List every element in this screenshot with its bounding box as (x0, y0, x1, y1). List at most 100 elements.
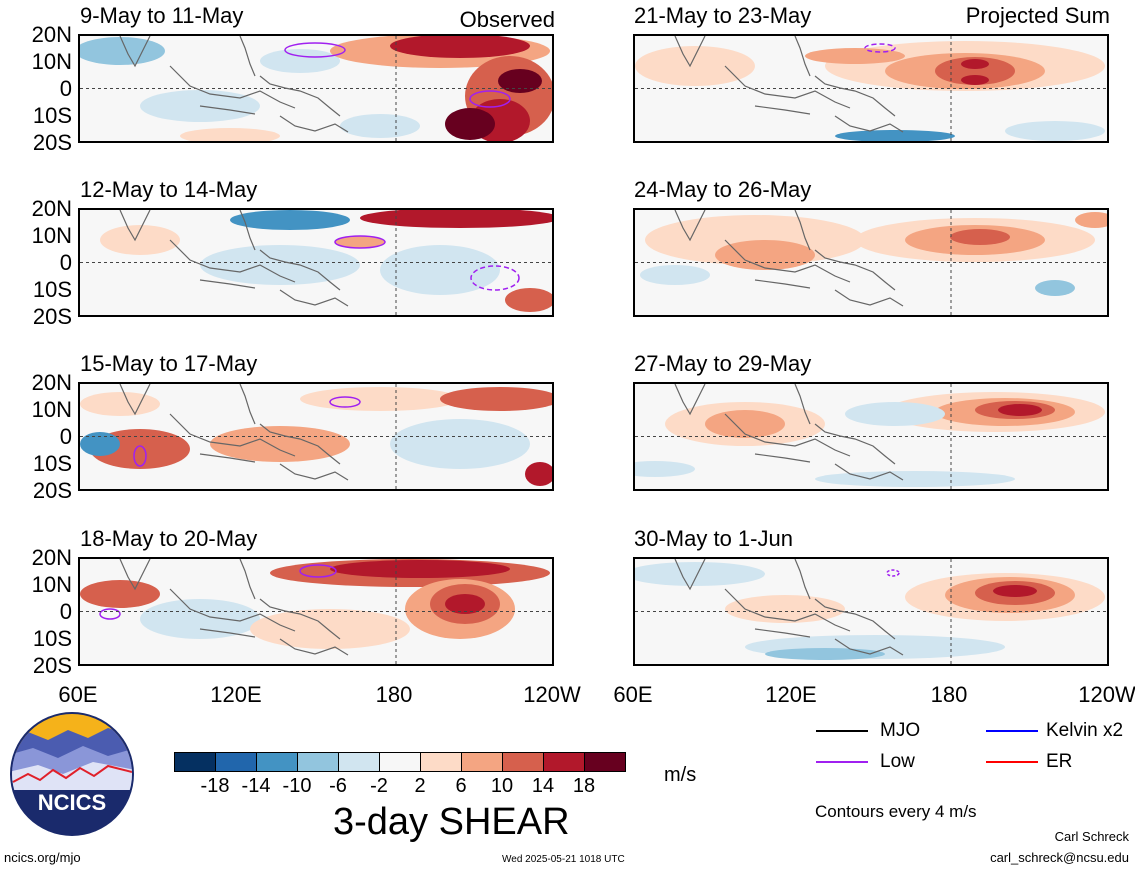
colorbar-tick: 6 (455, 775, 467, 797)
ncics-logo-icon: NCICS (10, 712, 134, 836)
lat-label: 20N (31, 370, 72, 395)
map-panel-1 (78, 34, 554, 143)
lat-label: 0 (59, 599, 72, 624)
lat-label: 0 (59, 250, 72, 275)
lat-label: 10S (32, 277, 72, 302)
ncics-logo: NCICS (8, 710, 136, 838)
colorbar-title: 3-day SHEAR (333, 801, 570, 843)
lat-label: 20N (31, 22, 72, 47)
legend-line-low (816, 761, 868, 763)
colorbar-swatch (215, 752, 257, 772)
contours-note: Contours every 4 m/s (815, 802, 977, 821)
map-panel-2 (78, 208, 554, 317)
colorbar-swatch (379, 752, 421, 772)
lon-label: 120E (210, 682, 262, 707)
coastline (119, 559, 349, 656)
legend-label-er: ER (1046, 751, 1073, 772)
panel-title-6: 24-May to 26-May (634, 177, 812, 202)
shear-field-7 (635, 384, 1107, 489)
lon-label: 60E (613, 682, 653, 707)
shear-field-2 (80, 210, 552, 315)
colorbar-swatch (338, 752, 380, 772)
panel-title-2: 12-May to 14-May (80, 177, 258, 202)
colorbar-tick: -6 (329, 775, 347, 797)
colorbar-tick: -18 (200, 775, 230, 797)
coastline (674, 384, 904, 481)
colorbar-tick: 2 (414, 775, 426, 797)
colorbar-swatch (502, 752, 544, 772)
coastline (119, 210, 349, 307)
map-panel-8 (633, 557, 1109, 666)
coastline (674, 559, 904, 656)
panel-title-7: 27-May to 29-May (634, 351, 812, 376)
footer-timestamp: Wed 2025-05-21 1018 UTC (502, 854, 625, 865)
map-panel-6 (633, 208, 1109, 317)
lat-label: 0 (59, 424, 72, 449)
colorbar-swatch (297, 752, 339, 772)
lon-label: 60E (58, 682, 98, 707)
legend-line-kelvin (986, 730, 1038, 732)
legend-line-mjo (816, 730, 868, 732)
colorbar-tick: 10 (490, 775, 514, 797)
lat-label: 20S (32, 653, 72, 678)
lon-label: 180 (375, 682, 413, 707)
map-panel-7 (633, 382, 1109, 491)
footer-url[interactable]: ncics.org/mjo (4, 850, 81, 865)
map-panel-5 (633, 34, 1109, 143)
shear-field-5 (635, 36, 1107, 141)
lat-label: 10N (31, 397, 72, 422)
footer-author: Carl Schreck (1054, 829, 1129, 844)
colorbar-units: m/s (664, 764, 697, 786)
lat-label: 20S (32, 478, 72, 503)
shear-field-3 (80, 384, 552, 489)
legend-line-er (986, 761, 1038, 763)
observed-label: Observed (459, 7, 555, 32)
lat-label: 10S (32, 626, 72, 651)
coastline (674, 36, 904, 133)
panel-title-3: 15-May to 17-May (80, 351, 258, 376)
lat-label: 10N (31, 49, 72, 74)
colorbar-swatch (174, 752, 216, 772)
lat-label: 10N (31, 223, 72, 248)
colorbar-tick: -10 (282, 775, 312, 797)
lat-label: 20N (31, 196, 72, 221)
footer-email[interactable]: carl_schreck@ncsu.edu (990, 850, 1129, 865)
lat-label: 20S (32, 130, 72, 155)
shear-field-1 (80, 36, 552, 141)
colorbar-swatch (461, 752, 503, 772)
panel-title-4: 18-May to 20-May (80, 526, 258, 551)
lat-label: 0 (59, 76, 72, 101)
lon-label: 120W (523, 682, 581, 707)
panel-title-8: 30-May to 1-Jun (634, 526, 793, 551)
colorbar-tick: 14 (531, 775, 555, 797)
colorbar-swatch (420, 752, 462, 772)
colorbar-swatch (584, 752, 626, 772)
lat-label: 10S (32, 451, 72, 476)
shear-field-8 (635, 559, 1107, 664)
colorbar-swatch (256, 752, 298, 772)
legend-label-low: Low (880, 751, 915, 772)
logo-text: NCICS (38, 790, 106, 815)
lon-label: 180 (930, 682, 968, 707)
colorbar-swatch (543, 752, 585, 772)
projected-sum-label: Projected Sum (965, 3, 1110, 28)
lon-label: 120E (765, 682, 817, 707)
panel-title-1: 9-May to 11-May (80, 3, 244, 28)
shear-field-4 (80, 559, 552, 664)
coastline (119, 384, 349, 481)
shear-field-6 (635, 210, 1107, 315)
lat-label: 10N (31, 572, 72, 597)
lat-label: 10S (32, 103, 72, 128)
coastline (674, 210, 904, 307)
colorbar-tick: -14 (241, 775, 271, 797)
lat-label: 20N (31, 545, 72, 570)
colorbar-tick: 18 (572, 775, 596, 797)
legend-label-kelvin: Kelvin x2 (1046, 720, 1124, 741)
map-panel-4 (78, 557, 554, 666)
panel-title-5: 21-May to 23-May (634, 3, 812, 28)
map-panel-3 (78, 382, 554, 491)
colorbar-tick: -2 (370, 775, 388, 797)
lon-label: 120W (1078, 682, 1135, 707)
lat-label: 20S (32, 304, 72, 329)
legend-label-mjo: MJO (880, 720, 921, 741)
